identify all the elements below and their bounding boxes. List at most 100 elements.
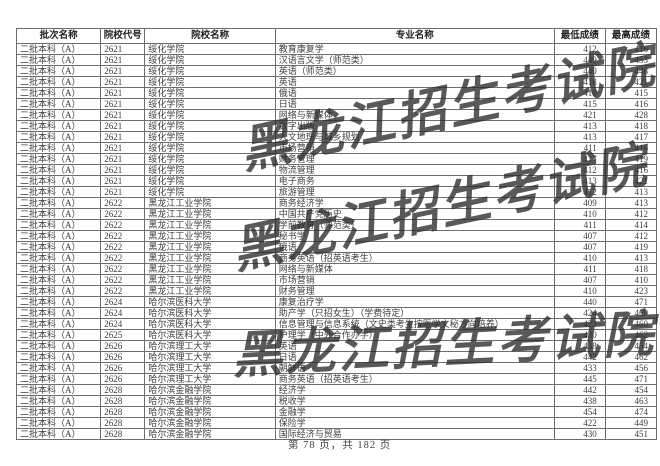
table-row: 二批本科（A） 2621 绥化学院 电子商务 413 421 [15,175,658,187]
cell-batch: 二批本科（A） [15,428,102,440]
table-row: 二批本科（A） 2621 绥化学院 日语 415 416 [15,98,658,110]
cell-min: 418 [553,76,606,88]
cell-max: 453 [604,54,658,66]
cell-min: 411 [553,219,606,231]
cell-min: 407 [553,274,606,286]
cell-code: 2624 [100,296,146,308]
cell-college: 黑龙江工业学院 [144,197,276,209]
cell-max: 471 [604,373,658,385]
cell-college: 绥化学院 [144,87,276,99]
cell-major: 财务管理 [274,285,555,297]
cell-code: 2628 [100,406,146,418]
cell-min: 411 [553,263,606,275]
cell-max: 418 [604,120,658,132]
cell-min: 440 [553,65,606,77]
cell-min: 438 [553,395,606,407]
cell-major: 人文地理与城乡规划 [274,131,555,143]
table-row: 二批本科（A） 2621 绥化学院 英语（师范类） 440 448 [15,65,658,77]
cell-code: 2621 [100,43,146,55]
table-row: 二批本科（A） 2626 哈尔滨理工大学 日语 442 462 [15,351,658,363]
cell-batch: 二批本科（A） [15,417,102,429]
cell-code: 2625 [100,329,146,341]
cell-college: 绥化学院 [144,153,276,165]
cell-major: 俄语 [274,241,555,253]
cell-code: 2626 [100,351,146,363]
cell-min: 442 [553,384,606,396]
cell-max: 414 [604,219,658,231]
cell-college: 绥化学院 [144,65,276,77]
table-row: 二批本科（A） 2622 黑龙江工业学院 市场营销 407 410 [15,274,658,286]
header-row: 批次名称 院校代号 院校名称 专业名称 最低成绩 最高成绩 [15,28,658,44]
table-row: 二批本科（A） 2628 哈尔滨金融学院 金融学 454 474 [15,406,658,418]
cell-college: 哈尔滨医科大学 [144,296,276,308]
cell-major: 税收学 [274,395,555,407]
cell-code: 2628 [100,428,146,440]
cell-major: 康复治疗学 [274,296,555,308]
cell-code: 2621 [100,54,146,66]
cell-major: 网络与新媒体 [274,109,555,121]
column-header-code: 院校代号 [100,28,146,44]
cell-max: 471 [604,296,658,308]
cell-major: 旅游管理 [274,186,555,198]
cell-batch: 二批本科（A） [15,252,102,264]
table-row: 二批本科（A） 2628 哈尔滨金融学院 国际经济与贸易 430 451 [15,428,658,440]
cell-max: 428 [604,109,658,121]
cell-code: 2628 [100,395,146,407]
cell-min: 449 [553,54,606,66]
column-header-min: 最低成绩 [553,28,606,44]
cell-code: 2628 [100,417,146,429]
cell-major: 教育康复学 [274,43,555,55]
cell-max: 463 [604,395,658,407]
cell-major: 信息管理与信息系统（文史类考生按医学文秘方向培养） [274,318,555,330]
cell-college: 黑龙江工业学院 [144,219,276,231]
table-row: 二批本科（A） 2621 绥化学院 旅游管理 412 413 [15,186,658,198]
cell-max: 413 [604,197,658,209]
cell-min: 433 [553,362,606,374]
cell-batch: 二批本科（A） [15,241,102,253]
cell-college: 哈尔滨医科大学 [144,307,276,319]
cell-max: 462 [604,351,658,363]
cell-major: 朝鲜语 [274,362,555,374]
page-footer: 第 78 页，共 182 页 [288,440,392,451]
cell-code: 2622 [100,230,146,242]
cell-max: 416 [604,164,658,176]
cell-code: 2624 [100,307,146,319]
cell-batch: 二批本科（A） [15,186,102,198]
cell-batch: 二批本科（A） [15,87,102,99]
table-row: 二批本科（A） 2621 绥化学院 市场营销 411 416 [15,142,658,154]
cell-batch: 二批本科（A） [15,208,102,220]
cell-code: 2622 [100,252,146,264]
table-row: 二批本科（A） 2622 黑龙江工业学院 秘书学 407 412 [15,230,658,242]
cell-batch: 二批本科（A） [15,164,102,176]
cell-code: 2622 [100,219,146,231]
cell-max: 418 [604,263,658,275]
column-header-max: 最高成绩 [604,28,658,44]
table-row: 二批本科（A） 2626 哈尔滨理工大学 商务英语（招英语考生） 445 471 [15,373,658,385]
column-header-college: 院校名称 [144,28,276,44]
cell-min: 424 [553,307,606,319]
cell-college: 绥化学院 [144,142,276,154]
cell-min: 445 [553,373,606,385]
table-row: 二批本科（A） 2626 哈尔滨理工大学 英语 438 454 [15,340,658,352]
cell-batch: 二批本科（A） [15,54,102,66]
cell-college: 哈尔滨金融学院 [144,406,276,418]
cell-max: 412 [604,230,658,242]
cell-college: 黑龙江工业学院 [144,274,276,286]
table-row: 二批本科（A） 2621 绥化学院 物流管理 412 416 [15,164,658,176]
cell-major: 英语（师范类） [274,65,555,77]
cell-max: 448 [604,65,658,77]
cell-max: 417 [604,131,658,143]
cell-min: 412 [553,43,606,55]
cell-min: 454 [553,406,606,418]
cell-batch: 二批本科（A） [15,285,102,297]
cell-code: 2622 [100,263,146,275]
cell-max: 410 [604,274,658,286]
cell-min: 413 [553,131,606,143]
cell-code: 2621 [100,76,146,88]
cell-code: 2621 [100,120,146,132]
table-row: 二批本科（A） 2622 黑龙江工业学院 俄语 407 419 [15,241,658,253]
cell-major: 物流管理 [274,164,555,176]
cell-min: 413 [553,175,606,187]
cell-min: 407 [553,230,606,242]
table-row: 二批本科（A） 2621 绥化学院 财务管理 417 419 [15,153,658,165]
